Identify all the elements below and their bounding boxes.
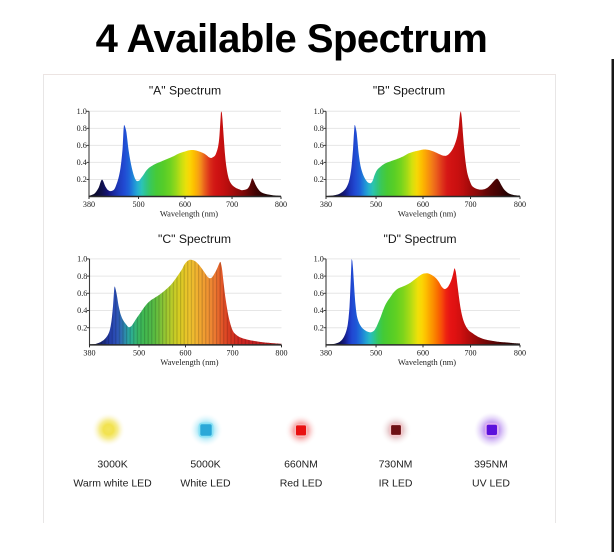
svg-text:1.0: 1.0 [77,255,87,264]
svg-text:0.6: 0.6 [314,289,324,298]
svg-text:600: 600 [179,349,191,358]
svg-text:"B" Spectrum: "B" Spectrum [373,84,445,98]
svg-text:Wavelength (nm): Wavelength (nm) [160,358,218,367]
svg-text:500: 500 [133,349,145,358]
svg-text:660NM: 660NM [284,459,318,471]
svg-text:1.0: 1.0 [77,107,87,116]
svg-text:730NM: 730NM [379,459,413,471]
svg-text:UV LED: UV LED [472,478,510,490]
svg-text:1.0: 1.0 [314,107,324,116]
svg-text:0.6: 0.6 [77,141,87,150]
svg-text:0.4: 0.4 [314,306,324,315]
svg-text:"C" Spectrum: "C" Spectrum [158,232,231,246]
svg-text:500: 500 [370,349,382,358]
svg-text:0.4: 0.4 [77,306,87,315]
svg-text:380: 380 [83,200,95,209]
svg-text:Warm white LED: Warm white LED [73,478,152,490]
svg-text:380: 380 [83,349,95,358]
svg-text:700: 700 [226,200,238,209]
svg-text:5000K: 5000K [190,459,220,471]
svg-text:1.0: 1.0 [314,255,324,264]
svg-text:700: 700 [464,200,476,209]
svg-text:600: 600 [417,200,429,209]
svg-text:0.8: 0.8 [77,124,87,133]
svg-text:800: 800 [275,200,287,209]
svg-text:0.2: 0.2 [314,175,324,184]
svg-text:4 Available Spectrum: 4 Available Spectrum [96,17,488,61]
svg-text:500: 500 [370,200,382,209]
svg-text:0.4: 0.4 [314,158,324,167]
svg-text:800: 800 [514,200,526,209]
svg-text:"D" Spectrum: "D" Spectrum [384,232,457,246]
svg-text:0.2: 0.2 [77,175,87,184]
svg-text:0.4: 0.4 [77,158,87,167]
svg-text:0.8: 0.8 [314,124,324,133]
svg-text:0.2: 0.2 [77,323,87,332]
svg-text:380: 380 [320,200,332,209]
svg-text:0.8: 0.8 [77,272,87,281]
svg-text:0.6: 0.6 [314,141,324,150]
svg-text:600: 600 [179,200,191,209]
svg-text:800: 800 [275,349,287,358]
svg-text:Wavelength (nm): Wavelength (nm) [398,210,456,219]
svg-text:3000K: 3000K [97,459,127,471]
svg-text:White LED: White LED [180,478,231,490]
svg-text:0.2: 0.2 [314,323,324,332]
svg-text:600: 600 [417,349,429,358]
svg-text:0.6: 0.6 [77,289,87,298]
svg-text:Red LED: Red LED [280,478,323,490]
svg-text:IR LED: IR LED [379,478,413,490]
svg-text:"A" Spectrum: "A" Spectrum [149,84,221,98]
svg-text:380: 380 [320,349,332,358]
svg-text:500: 500 [132,200,144,209]
svg-text:700: 700 [226,349,238,358]
svg-text:700: 700 [464,349,476,358]
svg-text:395NM: 395NM [474,459,508,471]
svg-text:800: 800 [514,349,526,358]
svg-text:0.8: 0.8 [314,272,324,281]
svg-text:Wavelength (nm): Wavelength (nm) [160,210,218,219]
svg-text:Wavelength (nm): Wavelength (nm) [398,358,456,367]
